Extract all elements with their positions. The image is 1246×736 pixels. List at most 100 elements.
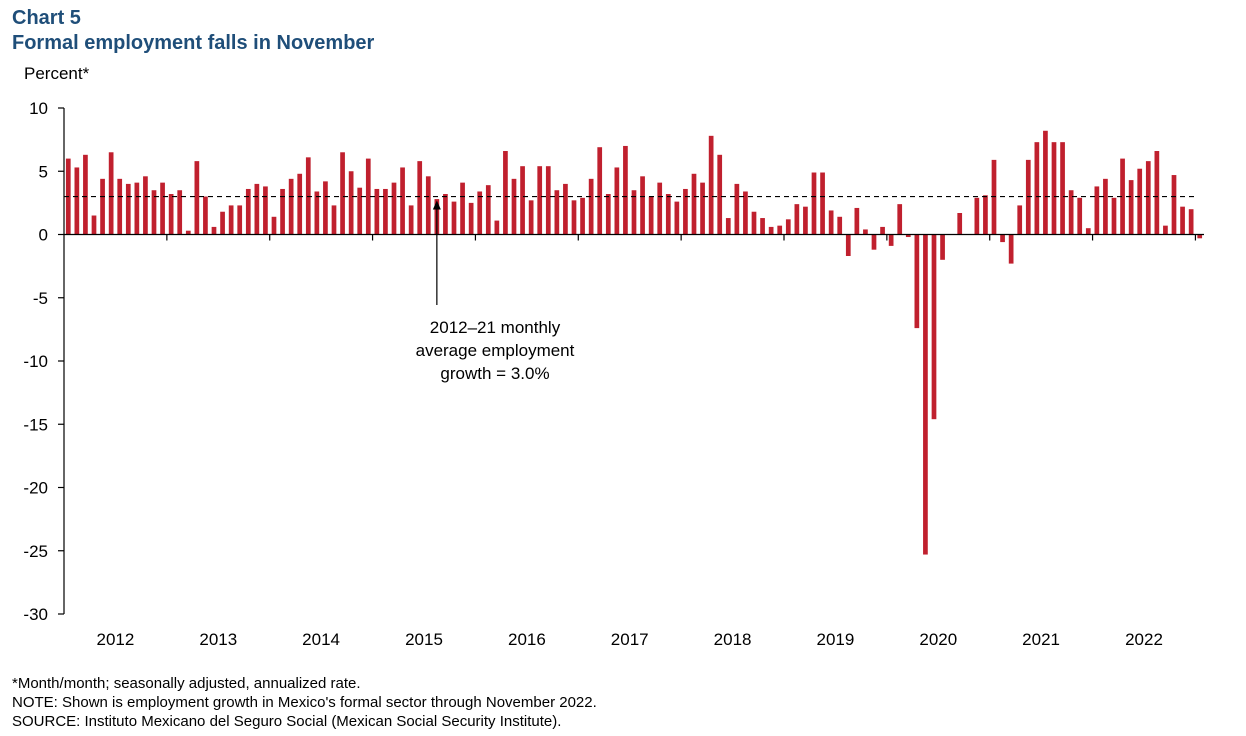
bar [820,172,825,235]
y-tick-label: -20 [23,479,48,498]
bar [1077,197,1083,235]
bar [845,234,851,256]
bar [254,183,260,235]
bar [1043,130,1048,235]
bar [760,218,765,235]
bar [957,213,963,235]
bar [1145,161,1151,235]
bar [563,183,568,235]
bar [348,171,354,235]
bar [991,159,997,235]
bar [280,188,285,235]
bar [537,166,543,235]
bar [125,183,131,235]
bar [1034,142,1040,235]
bar [588,178,594,235]
x-tick-label: 2016 [508,630,546,649]
bar [931,234,937,420]
bar [288,178,294,235]
bar [323,181,328,235]
bar [725,218,731,235]
x-tick-label: 2015 [405,630,443,649]
y-axis-unit-label: Percent* [24,64,90,83]
bar [408,205,414,235]
x-tick-label: 2012 [96,630,134,649]
bar [700,182,705,235]
bar [734,183,740,235]
bar [460,182,465,235]
x-tick-label: 2022 [1125,630,1163,649]
bar [520,166,525,235]
bar [837,216,843,235]
bar [228,205,234,235]
bar [1188,209,1194,235]
bar [1025,159,1031,235]
bar [91,215,97,235]
bar [1103,178,1108,235]
bar [134,182,140,235]
footnotes: *Month/month; seasonally adjusted, annua… [12,674,597,731]
bar [1180,206,1185,235]
bar [83,154,88,235]
bar [657,182,663,235]
bar [768,226,774,235]
annotation-line-1: 2012–21 monthly [429,318,561,337]
bar [743,191,748,235]
bar [297,173,303,235]
x-tick-label: 2021 [1022,630,1060,649]
x-tick-label: 2014 [302,630,340,649]
y-tick-label: 10 [29,99,48,118]
bar [1085,228,1091,235]
bar [528,200,534,235]
bar [1120,158,1125,235]
bar [160,182,165,235]
chart-number: Chart 5 [12,7,81,29]
bar [185,230,191,235]
bar [400,167,405,235]
bar [785,219,791,235]
bar [391,182,397,235]
bar [245,188,251,235]
annotation-line-2: average employment [415,341,575,360]
bar [1163,225,1168,235]
bar [648,196,654,235]
bar [503,151,508,235]
bar [1094,186,1100,235]
bar [365,158,371,235]
bar [1197,234,1203,239]
bar [314,191,320,235]
bar [271,216,277,235]
y-tick-label: 0 [39,226,48,245]
x-tick-label: 2020 [919,630,957,649]
bar [871,234,877,250]
bar [220,211,225,235]
bar [923,234,928,555]
bar [888,234,894,246]
bar [1008,234,1014,264]
bar [417,161,423,235]
source-text: SOURCE: Instituto Mexicano del Seguro So… [12,713,562,730]
bar [794,204,800,235]
bar [940,234,945,260]
bar [665,194,671,235]
x-tick-label: 2017 [611,630,649,649]
y-tick-label: -25 [23,542,48,561]
bar [425,176,431,235]
bar [100,178,105,235]
bar [331,205,337,235]
bar [477,191,483,235]
bar [605,194,611,235]
bar [905,234,911,238]
bar [1000,234,1005,243]
bar [545,166,551,235]
bar [340,152,345,235]
bar [691,173,697,235]
bar [554,190,560,235]
bar [143,176,148,235]
bar [177,190,183,235]
bar [828,210,834,235]
bar [897,204,903,235]
bar [263,186,268,235]
bar [383,188,388,235]
